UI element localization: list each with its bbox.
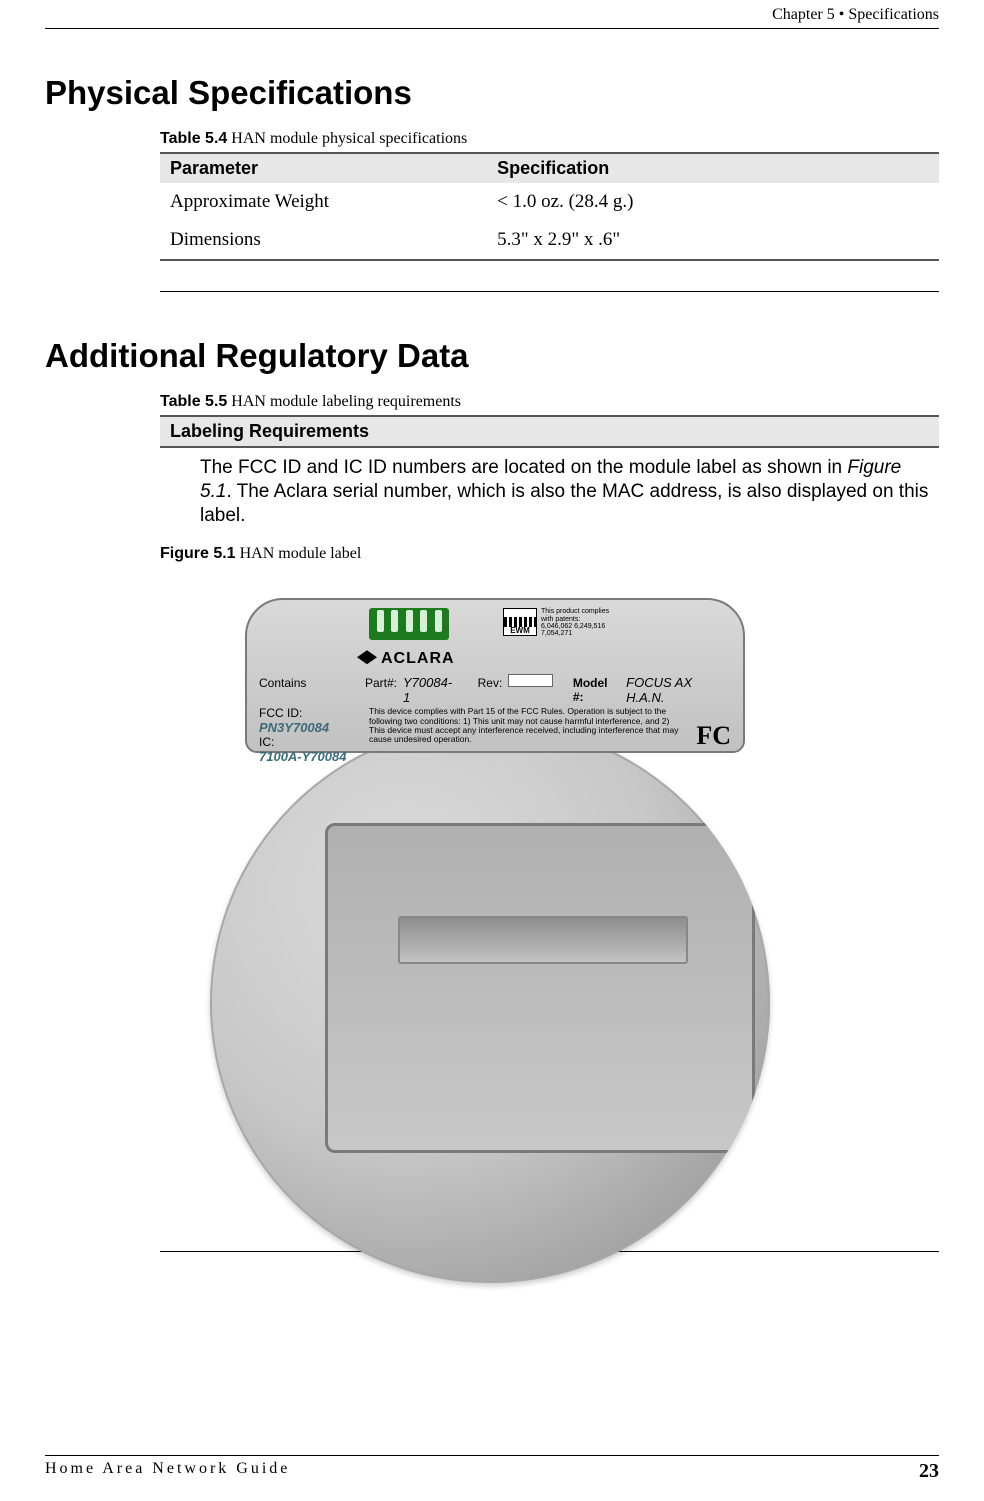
footer-guide: Home Area Network Guide (45, 1460, 290, 1483)
fcc-compliance-text: This device complies with Part 15 of the… (369, 707, 686, 764)
section-title-regulatory: Additional Regulatory Data (45, 337, 939, 375)
connector-icon (369, 608, 449, 640)
table-5-5-text: HAN module labeling requirements (231, 393, 461, 410)
physical-spec-table: Parameter Specification Approximate Weig… (160, 152, 939, 261)
module-label-plate: EWM This product complies with patents: … (245, 598, 745, 753)
display-slot (398, 916, 688, 964)
aclara-logo: ACLARA (357, 650, 731, 668)
section-title-physical: Physical Specifications (45, 74, 939, 112)
rev-box (508, 674, 553, 687)
fcc-id-value: PN3Y70084 (259, 721, 359, 736)
patent-text: This product complies with patents: 6,04… (541, 608, 611, 637)
figure-5-1-label: Figure 5.1 (160, 545, 236, 562)
table-5-4-text: HAN module physical specifications (231, 130, 467, 147)
fcc-ic-ids: FCC ID: PN3Y70084 IC: 7100A-Y70084 (259, 707, 359, 764)
rev-label: Rev: (478, 676, 503, 690)
ic-value: 7100A-Y70084 (259, 750, 359, 765)
table-5-4-label: Table 5.4 (160, 130, 227, 147)
fcc-id-label: FCC ID: (259, 707, 359, 721)
ewm-label: EWM (510, 627, 530, 635)
labeling-body-text: The FCC ID and IC ID numbers are located… (200, 456, 929, 527)
part-label: Part#: (365, 676, 397, 690)
table-row: Labeling Requirements (160, 416, 939, 447)
col-specification: Specification (487, 153, 939, 183)
table-row: Dimensions 5.3" x 2.9" x .6" (160, 221, 939, 260)
labeling-req-table: Labeling Requirements (160, 415, 939, 448)
col-labeling: Labeling Requirements (160, 416, 939, 447)
part-value: Y70084-1 (403, 675, 458, 705)
table-5-5-label: Table 5.5 (160, 393, 227, 410)
cell-param: Approximate Weight (160, 183, 487, 221)
inner-panel (325, 823, 755, 1153)
han-module-figure: EWM This product complies with patents: … (160, 593, 820, 1233)
cell-spec: 5.3" x 2.9" x .6" (487, 221, 939, 260)
cell-spec: < 1.0 oz. (28.4 g.) (487, 183, 939, 221)
figure-5-1-text: HAN module label (240, 545, 362, 562)
meter-body (210, 723, 770, 1283)
id-block: Contains (259, 677, 359, 691)
body-pre: The FCC ID and IC ID numbers are located… (200, 457, 847, 478)
ic-label: IC: (259, 736, 359, 750)
model-label: Model #: (573, 676, 620, 704)
ewm-icon: EWM (503, 608, 537, 636)
contains-label: Contains (259, 677, 359, 691)
table-5-4-caption: Table 5.4 HAN module physical specificat… (160, 130, 939, 148)
section-divider (160, 291, 939, 292)
col-parameter: Parameter (160, 153, 487, 183)
cell-param: Dimensions (160, 221, 487, 260)
patent-compliance: EWM This product complies with patents: … (503, 608, 611, 637)
table-row: Approximate Weight < 1.0 oz. (28.4 g.) (160, 183, 939, 221)
table-5-5-caption: Table 5.5 HAN module labeling requiremen… (160, 393, 939, 411)
body-post: . The Aclara serial number, which is als… (200, 481, 928, 526)
figure-5-1-caption: Figure 5.1 HAN module label (160, 545, 939, 563)
running-header: Chapter 5 • Specifications (45, 0, 939, 29)
page-footer: Home Area Network Guide 23 (45, 1455, 939, 1483)
model-value: FOCUS AX H.A.N. (626, 675, 731, 705)
fcc-logo-icon: FC (696, 721, 731, 751)
footer-page-number: 23 (919, 1460, 939, 1483)
table-row: Parameter Specification (160, 153, 939, 183)
